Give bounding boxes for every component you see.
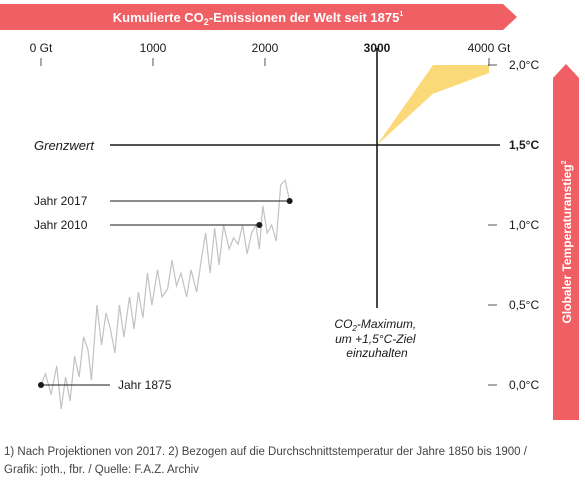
x-tick-label-0: 0 Gt	[30, 41, 53, 55]
annotation-point-2	[38, 382, 44, 388]
threshold-label: Grenzwert	[34, 138, 95, 153]
footnote-line-2: Grafik: joth., fbr. / Quelle: F.A.Z. Arc…	[4, 464, 199, 476]
x-tick-label-3: 3000	[364, 41, 391, 55]
annotation-point-1	[256, 222, 263, 228]
annotation-point-0	[286, 198, 293, 204]
annotation-label-0: Jahr 2017	[34, 194, 88, 208]
x-tick-label-4: 4000 Gt	[468, 41, 511, 55]
temperature-series-line	[40, 178, 291, 410]
y-axis-title-arrow	[553, 64, 579, 420]
y-tick-label-2: 1,0°C	[509, 218, 539, 232]
x-axis-title-arrow	[0, 4, 517, 30]
x-tick-label-2: 2000	[252, 41, 279, 55]
footnote-line-1: 1) Nach Projektionen von 2017. 2) Bezoge…	[4, 446, 527, 458]
annotation-label-2: Jahr 1875	[118, 378, 172, 392]
y-tick-label-4: 0,0°C	[509, 378, 539, 392]
co2-max-label: CO2-Maximum, um +1,5°C-Ziel einzuhalten	[334, 317, 419, 360]
x-tick-label-1: 1000	[140, 41, 167, 55]
y-tick-label-3: 0,5°C	[509, 298, 539, 312]
y-tick-label-0: 2,0°C	[509, 58, 539, 72]
x-axis-title: Kumulierte CO2-Emissionen der Welt seit …	[113, 10, 404, 27]
y-axis-title: Globaler Temperaturanstieg2	[560, 160, 574, 323]
projection-band	[287, 65, 489, 221]
y-tick-label-1: 1,5°C	[509, 138, 539, 152]
annotation-label-1: Jahr 2010	[34, 218, 88, 232]
co2-temperature-chart: Kumulierte CO2-Emissionen der Welt seit …	[0, 4, 579, 420]
